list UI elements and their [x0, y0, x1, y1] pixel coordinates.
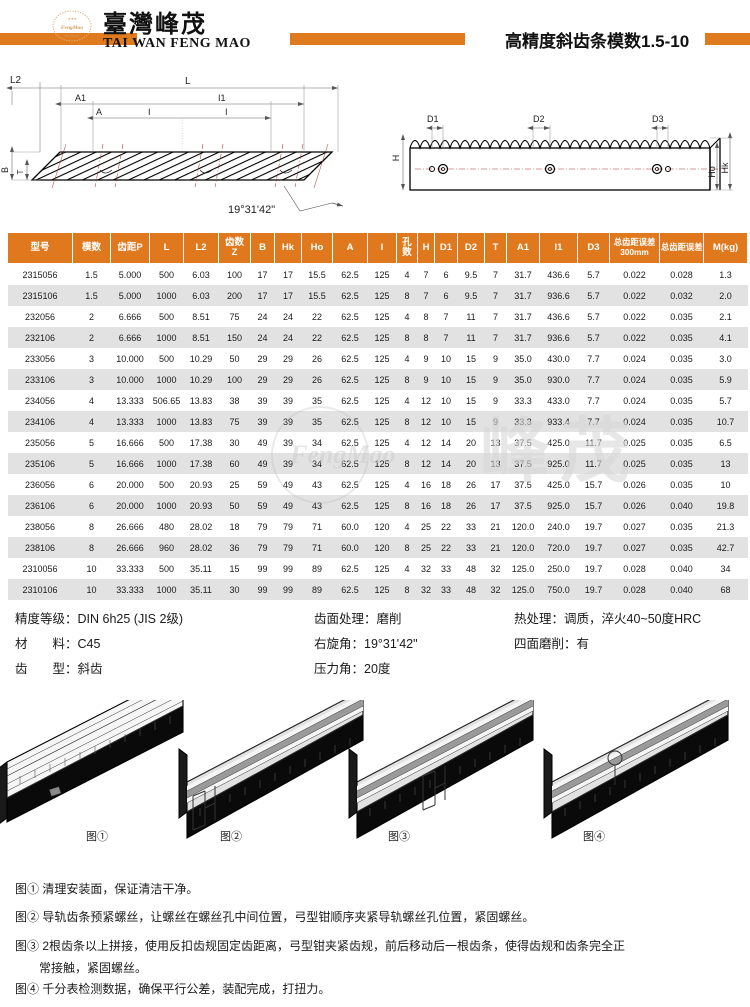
svg-text:★★★: ★★★ [67, 17, 77, 21]
svg-text:FengMao: FengMao [61, 25, 84, 31]
svg-text:B: B [0, 167, 10, 173]
svg-text:19°31'42": 19°31'42" [228, 204, 275, 216]
svg-text:D3: D3 [652, 114, 664, 124]
svg-text:T: T [16, 169, 25, 174]
svg-text:A1: A1 [75, 93, 86, 103]
svg-text:H: H [391, 155, 401, 162]
svg-text:L: L [185, 76, 191, 87]
svg-text:Ho: Ho [707, 166, 717, 178]
svg-text:D1: D1 [427, 114, 439, 124]
svg-text:Hk: Hk [720, 162, 730, 173]
svg-text:I: I [148, 107, 151, 117]
svg-text:I1: I1 [218, 93, 226, 103]
svg-text:Machinery: Machinery [63, 34, 80, 38]
svg-text:I: I [225, 107, 228, 117]
svg-text:L2: L2 [10, 75, 22, 86]
svg-text:A: A [96, 107, 102, 117]
svg-text:D2: D2 [533, 114, 545, 124]
